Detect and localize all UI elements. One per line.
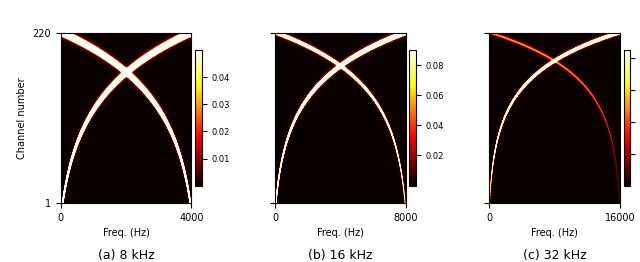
Title: (b) 16 kHz: (b) 16 kHz bbox=[308, 249, 372, 262]
X-axis label: Freq. (Hz): Freq. (Hz) bbox=[531, 228, 578, 238]
X-axis label: Freq. (Hz): Freq. (Hz) bbox=[102, 228, 150, 238]
Y-axis label: Channel number: Channel number bbox=[17, 77, 27, 159]
Title: (a) 8 kHz: (a) 8 kHz bbox=[98, 249, 154, 262]
X-axis label: Freq. (Hz): Freq. (Hz) bbox=[317, 228, 364, 238]
Title: (c) 32 kHz: (c) 32 kHz bbox=[523, 249, 587, 262]
